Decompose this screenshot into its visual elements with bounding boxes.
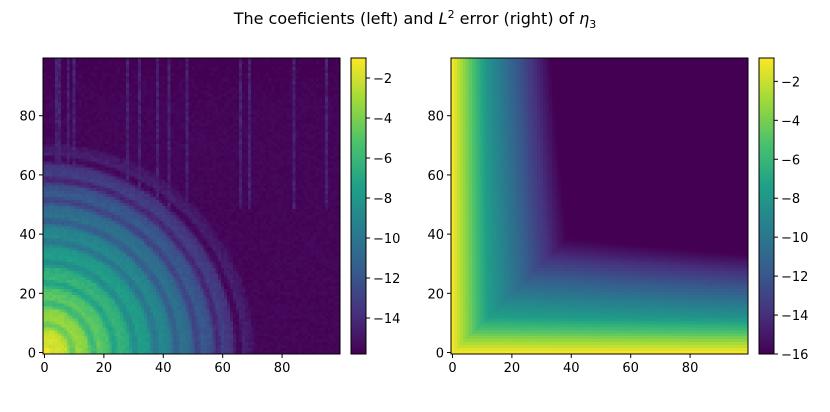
coefficients-colorbar-ticks: −2 −4 −6 −8 −10 −12 −14 — [366, 72, 400, 327]
coefficients-heatmap-panel: 0 20 40 60 80 0 20 40 60 80 — [19, 57, 341, 376]
error-colorbar-tick-label: −10 — [781, 231, 808, 246]
coefficients-colorbar-tick-label: −2 — [373, 72, 392, 87]
coefficients-y-tick-label: 20 — [19, 287, 36, 302]
coefficients-colorbar: −2 −4 −6 −8 −10 −12 −14 — [350, 57, 400, 355]
coefficients-heatmap-frame — [42, 57, 341, 355]
error-heatmap-frame — [450, 57, 749, 355]
coefficients-x-tick-label: 40 — [155, 361, 172, 376]
error-heatmap-panel: 0 20 40 60 80 0 20 40 60 80 — [427, 57, 749, 376]
error-x-tick-label: 80 — [682, 361, 699, 376]
coefficients-y-tick-label: 0 — [28, 347, 36, 362]
coefficients-colorbar-tick-label: −6 — [373, 152, 392, 167]
coefficients-colorbar-tick-label: −14 — [373, 312, 400, 327]
error-x-tick-label: 0 — [448, 361, 456, 376]
error-colorbar-tick-label: −6 — [781, 153, 800, 168]
error-colorbar-tick-label: −8 — [781, 192, 800, 207]
coefficients-colorbar-tick-label: −10 — [373, 232, 400, 247]
coefficients-x-tick-label: 60 — [214, 361, 231, 376]
error-heatmap-image — [451, 58, 748, 354]
coefficients-y-tick-label: 40 — [19, 228, 36, 243]
coefficients-x-tick-label: 80 — [274, 361, 291, 376]
error-y-tick-label: 60 — [427, 169, 444, 184]
coefficients-axis-ticks: 0 20 40 60 80 0 20 40 60 80 — [19, 110, 290, 376]
coefficients-colorbar-tick-label: −4 — [373, 112, 392, 127]
coefficients-y-tick-label: 80 — [19, 110, 36, 125]
error-colorbar-tick-label: −12 — [781, 270, 808, 285]
error-colorbar-tick-label: −14 — [781, 309, 808, 324]
error-colorbar-tick-label: −2 — [781, 75, 800, 90]
error-axis-ticks: 0 20 40 60 80 0 20 40 60 80 — [427, 110, 698, 376]
coefficients-colorbar-tick-label: −8 — [373, 192, 392, 207]
error-colorbar-tick-label: −4 — [781, 114, 800, 129]
error-y-tick-label: 0 — [436, 347, 444, 362]
error-x-tick-label: 20 — [504, 361, 521, 376]
error-colorbar-tick-label: −16 — [781, 348, 808, 363]
figure-title: The coeficients (left) and L2 error (rig… — [233, 8, 597, 31]
error-x-tick-label: 60 — [622, 361, 639, 376]
error-y-tick-label: 40 — [427, 228, 444, 243]
error-y-tick-label: 20 — [427, 287, 444, 302]
error-y-tick-label: 80 — [427, 110, 444, 125]
error-x-tick-label: 40 — [563, 361, 580, 376]
error-colorbar: −2 −4 −6 −8 −10 −12 −14 −16 — [758, 57, 808, 363]
error-colorbar-gradient — [758, 57, 775, 355]
coefficients-x-tick-label: 0 — [40, 361, 48, 376]
error-colorbar-ticks: −2 −4 −6 −8 −10 −12 −14 −16 — [774, 75, 808, 363]
coefficients-x-tick-label: 20 — [96, 361, 113, 376]
coefficients-y-tick-label: 60 — [19, 169, 36, 184]
coefficients-colorbar-gradient — [350, 57, 367, 355]
coefficients-colorbar-tick-label: −12 — [373, 272, 400, 287]
coefficients-heatmap-image — [43, 58, 340, 354]
